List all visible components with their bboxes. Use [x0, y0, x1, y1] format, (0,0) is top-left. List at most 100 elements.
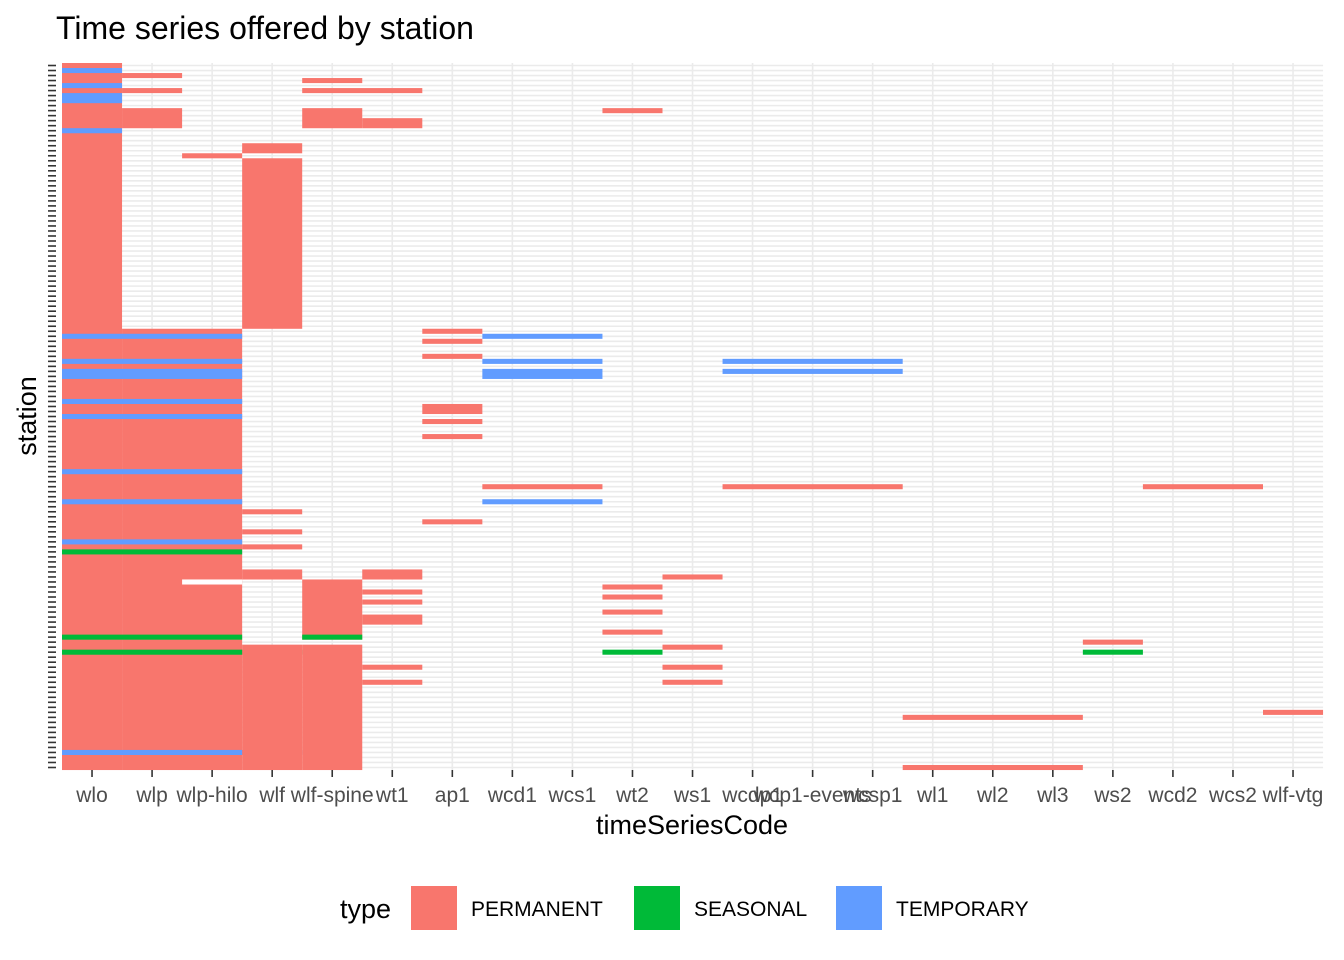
x-tick-label-wcs1: wcs1: [547, 784, 596, 807]
cell-ap1-permanent: [422, 328, 483, 334]
cell-wcd1-temporary: [482, 499, 603, 505]
cells: [62, 63, 1324, 771]
cell-wlo-temporary: [62, 499, 243, 505]
cell-wlf-permanent: [242, 569, 303, 580]
x-tick-label-wl1: wl1: [916, 784, 949, 807]
cell-wlf-permanent: [242, 644, 303, 771]
cell-ws1-permanent: [662, 644, 723, 650]
y-axis-title: station: [12, 376, 42, 456]
cell-wcd2-permanent: [1142, 484, 1263, 490]
cell-wt2-seasonal: [602, 649, 663, 655]
legend-label-temporary: TEMPORARY: [896, 898, 1029, 921]
cell-wlo-temporary: [62, 539, 243, 545]
x-tick-label-wlp-hilo: wlp-hilo: [176, 784, 248, 807]
x-tick-label-ws1: ws1: [673, 784, 711, 807]
x-tick-label-wlf-spine: wlf-spine: [290, 784, 374, 807]
cell-wlf-spine-permanent: [302, 108, 363, 129]
cell-wt2-permanent: [602, 584, 663, 590]
legend-label-seasonal: SEASONAL: [694, 898, 807, 921]
cell-ap1-permanent: [422, 419, 483, 425]
x-tick-label-wl3: wl3: [1036, 784, 1069, 807]
cell-wt2-permanent: [602, 594, 663, 600]
x-tick-label-wlf: wlf: [258, 784, 285, 807]
x-tick-label-wlo: wlo: [75, 784, 108, 807]
cell-wt1-permanent: [362, 614, 423, 625]
cell-ap1-permanent: [422, 434, 483, 440]
cell-wt1-permanent: [362, 599, 423, 605]
x-tick-label-ap1: ap1: [435, 784, 470, 807]
cell-wt1-permanent: [362, 118, 423, 129]
x-tick-label-wcsp1: wcsp1: [842, 784, 903, 807]
cell-wlo-seasonal: [62, 549, 243, 555]
legend-title: type: [340, 894, 391, 924]
cell-wlo-seasonal: [62, 634, 243, 640]
cell-wt2-permanent: [602, 108, 663, 114]
cell-wcdp1-temporary: [722, 368, 903, 374]
cell-ap1-permanent: [422, 519, 483, 525]
cell-wlp-hilo-permanent: [182, 153, 243, 159]
cell-wl1-permanent: [902, 764, 1083, 771]
cell-wlo-temporary: [62, 398, 243, 405]
legend-key-permanent: [411, 886, 457, 930]
legend-label-permanent: PERMANENT: [471, 898, 603, 921]
cell-wcdp1-temporary: [722, 358, 903, 364]
cell-wlo-seasonal: [62, 649, 303, 655]
x-tick-label-wt1: wt1: [375, 784, 409, 807]
cell-wcd1-permanent: [482, 484, 603, 490]
cell-wlp-permanent: [122, 88, 183, 94]
x-axis-title: timeSeriesCode: [596, 810, 788, 840]
cell-wlo-temporary: [62, 128, 123, 134]
cell-wlo-temporary: [62, 469, 243, 475]
cell-wlf-permanent: [242, 509, 303, 515]
cell-wlf-permanent: [242, 143, 303, 154]
cell-wlo-temporary: [62, 358, 243, 364]
cell-wlf-permanent: [242, 544, 303, 550]
cell-wlf-spine-permanent: [302, 579, 363, 640]
cell-wcd1-temporary: [482, 368, 603, 379]
cell-wt1-permanent: [362, 569, 423, 580]
legend: type PERMANENT SEASONAL TEMPORARY: [340, 886, 1029, 930]
cell-ws2-permanent: [1082, 639, 1143, 645]
cell-wcd1-temporary: [482, 333, 603, 339]
cell-wlf-spine-seasonal: [302, 634, 363, 640]
x-tick-label-ws2: ws2: [1093, 784, 1131, 807]
chart-title: Time series offered by station: [56, 10, 474, 46]
x-tick-label-wcd2: wcd2: [1147, 784, 1197, 807]
cell-wlp-permanent: [122, 73, 183, 79]
cell-wt2-permanent: [602, 629, 663, 635]
cell-wlo-temporary: [62, 83, 123, 89]
cell-wl1-permanent: [902, 714, 1083, 720]
cell-wlf-permanent: [242, 529, 303, 535]
cell-wt1-permanent: [362, 664, 423, 670]
cell-ap1-permanent: [422, 338, 483, 344]
cell-wt2-permanent: [602, 609, 663, 615]
x-tick-label-wlf-vtg: wlf-vtg: [1262, 784, 1324, 807]
cell-wlf-permanent: [242, 158, 303, 329]
legend-key-seasonal: [634, 886, 680, 930]
x-tick-label-wcd1: wcd1: [487, 784, 537, 807]
cell-wlf-vtg-permanent: [1263, 709, 1324, 715]
cell-wlp-hilo-none: [182, 579, 243, 585]
cell-wlo-temporary: [62, 413, 243, 420]
cell-wcdp1-permanent: [722, 484, 903, 490]
cell-ap1-permanent: [422, 353, 483, 359]
cell-wlo-temporary: [62, 333, 243, 339]
cell-wt1-permanent: [362, 589, 423, 595]
cell-wlf-spine-permanent: [302, 644, 363, 771]
cell-wlo-temporary: [62, 68, 123, 74]
cell-wlo-temporary: [62, 93, 123, 104]
cell-wlp-permanent: [122, 108, 183, 129]
x-tick-label-wcs2: wcs2: [1208, 784, 1257, 807]
x-tick-label-wl2: wl2: [976, 784, 1009, 807]
cell-wlo-temporary: [62, 749, 303, 755]
x-tick-label-wcp1-events: wcp1-events: [753, 784, 872, 807]
cell-wlf-spine-permanent: [302, 88, 423, 94]
cell-ws1-permanent: [662, 574, 723, 580]
x-axis: wlo wlp wlp-hilo wlf wlf-spine wt1 ap1 wcd1 wcs1…: [75, 770, 1323, 807]
x-tick-label-wcdp1: wcdp1: [721, 784, 783, 807]
cell-wcd1-temporary: [482, 358, 603, 364]
cell-wlo-temporary: [62, 368, 243, 379]
cell-wt1-permanent: [362, 679, 423, 685]
cell-wlf-spine-permanent: [302, 78, 363, 84]
